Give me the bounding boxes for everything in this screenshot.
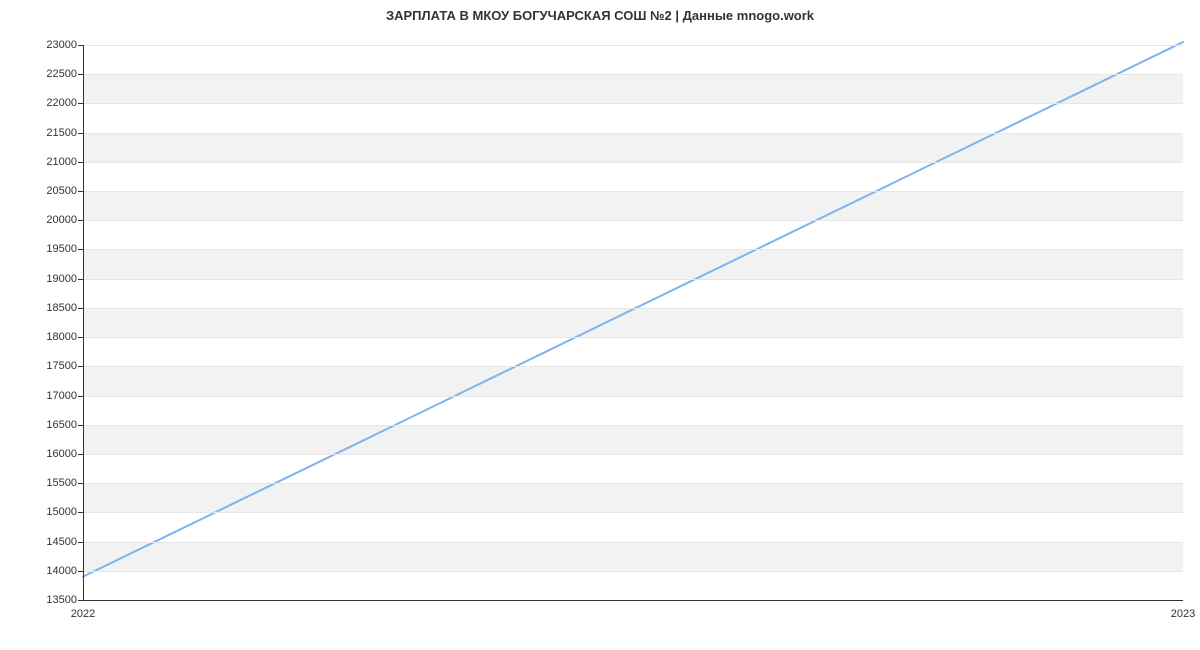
plot-area: 1350014000145001500015500160001650017000… — [83, 45, 1183, 600]
y-tick-label: 20500 — [46, 185, 77, 197]
gridline — [83, 483, 1183, 484]
gridline — [83, 542, 1183, 543]
y-tick-label: 14500 — [46, 536, 77, 548]
gridline — [83, 162, 1183, 163]
gridline — [83, 308, 1183, 309]
gridline — [83, 249, 1183, 250]
gridline — [83, 366, 1183, 367]
y-tick-label: 22500 — [46, 68, 77, 80]
y-tick-label: 17500 — [46, 360, 77, 372]
series-line — [83, 42, 1183, 577]
x-tick-label: 2022 — [71, 608, 95, 620]
y-tick-label: 22000 — [46, 97, 77, 109]
x-tick-label: 2023 — [1171, 608, 1195, 620]
gridline — [83, 74, 1183, 75]
gridline — [83, 571, 1183, 572]
gridline — [83, 337, 1183, 338]
x-axis-line — [83, 600, 1183, 601]
y-tick-label: 17000 — [46, 390, 77, 402]
y-tick-label: 15000 — [46, 506, 77, 518]
gridline — [83, 191, 1183, 192]
chart-title: ЗАРПЛАТА В МКОУ БОГУЧАРСКАЯ СОШ №2 | Дан… — [0, 8, 1200, 23]
gridline — [83, 425, 1183, 426]
gridline — [83, 454, 1183, 455]
y-tick-label: 20000 — [46, 214, 77, 226]
y-tick-label: 14000 — [46, 565, 77, 577]
y-tick-label: 18000 — [46, 331, 77, 343]
y-tick-label: 15500 — [46, 477, 77, 489]
y-tick-label: 23000 — [46, 39, 77, 51]
gridline — [83, 220, 1183, 221]
line-layer — [83, 45, 1183, 600]
y-axis-line — [83, 45, 84, 600]
gridline — [83, 279, 1183, 280]
y-tick-label: 19500 — [46, 243, 77, 255]
salary-line-chart: ЗАРПЛАТА В МКОУ БОГУЧАРСКАЯ СОШ №2 | Дан… — [0, 0, 1200, 650]
gridline — [83, 45, 1183, 46]
y-tick-label: 19000 — [46, 273, 77, 285]
gridline — [83, 512, 1183, 513]
y-tick-label: 21000 — [46, 156, 77, 168]
y-tick-label: 13500 — [46, 594, 77, 606]
gridline — [83, 133, 1183, 134]
gridline — [83, 103, 1183, 104]
gridline — [83, 396, 1183, 397]
y-tick-label: 16500 — [46, 419, 77, 431]
y-tick-label: 18500 — [46, 302, 77, 314]
y-tick-label: 16000 — [46, 448, 77, 460]
y-tick-label: 21500 — [46, 127, 77, 139]
